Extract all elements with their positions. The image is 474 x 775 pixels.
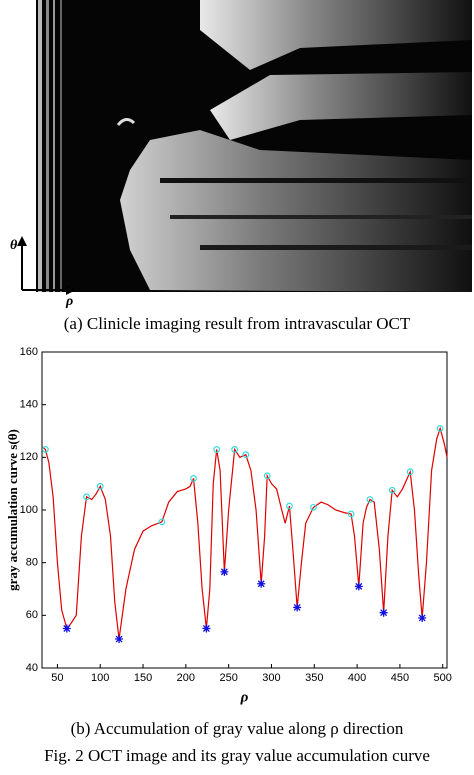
x-tick-label: 500 [434, 672, 452, 684]
image-y-label: θ [10, 238, 18, 253]
minimum-marker [202, 624, 211, 633]
maximum-marker [263, 472, 271, 480]
maximum-marker [213, 446, 221, 453]
caption-b: (b) Accumulation of gray value along ρ d… [71, 719, 404, 738]
y-tick-label: 120 [20, 451, 38, 463]
x-axis-label: ρ [240, 689, 249, 705]
oct-image: θ ρ [10, 0, 472, 309]
y-tick-label: 40 [26, 662, 38, 674]
x-tick-label: 350 [305, 672, 323, 684]
maximum-marker [83, 493, 90, 501]
image-x-label: ρ [65, 294, 73, 309]
maximum-marker [242, 451, 250, 459]
maximum-marker [231, 446, 239, 453]
maximum-marker [96, 482, 104, 490]
x-tick-label: 200 [177, 672, 195, 684]
maximum-marker [388, 486, 396, 494]
minimum-marker [354, 582, 363, 591]
y-tick-label: 160 [20, 346, 38, 358]
x-tick-label: 450 [391, 672, 409, 684]
x-tick-label: 50 [51, 672, 63, 684]
maximum-marker [42, 446, 49, 453]
y-tick-label: 100 [20, 504, 38, 516]
plot-area [41, 351, 448, 669]
caption-a: (a) Clinicle imaging result from intrava… [64, 314, 411, 333]
minimum-marker [257, 579, 266, 588]
chart: 40 60 80 100 120 140 160 50 100 150 200 250 300 350 40… [5, 346, 452, 706]
minimum-marker [379, 608, 388, 617]
x-tick-label: 400 [348, 672, 366, 684]
x-tick-label: 100 [91, 672, 109, 684]
x-tick-label: 300 [262, 672, 280, 684]
x-tick-label: 250 [219, 672, 237, 684]
maximum-marker [347, 510, 355, 518]
y-tick-label: 140 [20, 399, 38, 411]
y-axis-label: gray accumulation curve s(θ) [5, 429, 20, 591]
maximum-marker [310, 503, 317, 511]
minimum-marker [115, 635, 124, 644]
maximum-marker [366, 496, 374, 503]
minimum-marker [418, 613, 427, 622]
minimum-marker [293, 603, 302, 612]
x-tick-label: 150 [134, 672, 152, 684]
minimum-marker [62, 624, 71, 633]
maximum-marker [286, 502, 293, 510]
maximum-marker [158, 518, 166, 526]
maximum-marker [190, 475, 197, 482]
curve [41, 426, 448, 640]
y-tick-label: 60 [26, 609, 38, 621]
maximum-marker [406, 468, 414, 476]
minimum-marker [220, 567, 229, 576]
maximum-marker [436, 424, 444, 432]
y-tick-label: 80 [26, 557, 38, 569]
figure-caption: Fig. 2 OCT image and its gray value accu… [44, 746, 430, 765]
